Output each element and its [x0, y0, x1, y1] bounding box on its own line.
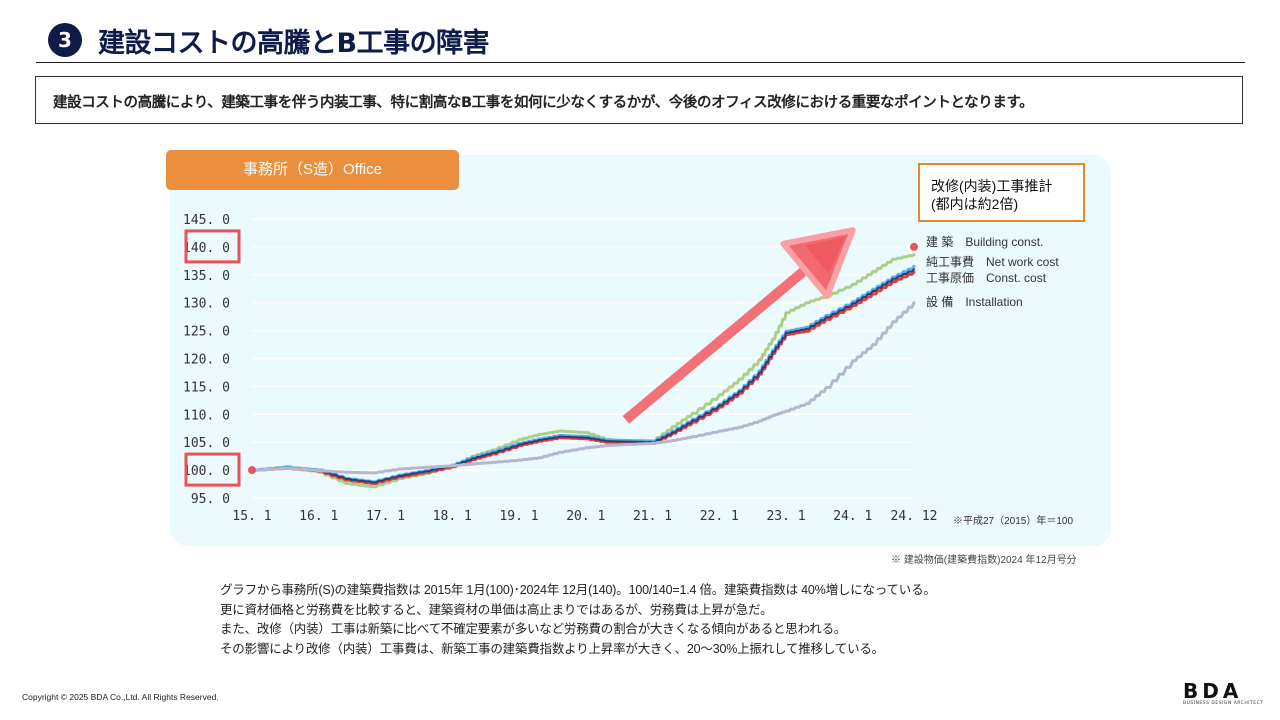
y-tick-highlight: [184, 452, 241, 487]
explanation-line-1: グラフから事務所(S)の建築費指数は 2015年 1月(100)･2024年 1…: [220, 583, 936, 597]
series-line: [250, 270, 916, 485]
x-tick-label: 18. 1: [433, 509, 472, 524]
series-line: [250, 301, 916, 475]
x-tick-label: 16. 1: [299, 509, 338, 524]
base-year-note: ※平成27（2015）年＝100: [953, 516, 1074, 527]
y-tick-label: 125. 0: [183, 325, 230, 340]
x-tick-label: 19. 1: [499, 509, 538, 524]
endpoint-marker: [248, 466, 256, 475]
series-line: [250, 253, 916, 489]
legend-label: 建 築 Building const.: [926, 234, 1043, 249]
y-tick-label: 140. 0: [183, 241, 230, 256]
note-line-2: (都内は約2倍): [931, 196, 1019, 212]
trend-arrow-head-inner: [805, 236, 846, 275]
copyright: Copyright © 2025 BDA Co.,Ltd. All Rights…: [22, 692, 219, 702]
renovation-estimate-note: 改修(内装)工事推計 (都内は約2倍): [918, 163, 1085, 222]
logo-text: BDA: [1183, 679, 1243, 703]
source-note: ※ 建設物価(建築費指数)2024 年12月号分: [891, 555, 1077, 566]
x-tick-label: 17. 1: [366, 509, 405, 524]
x-tick-label: 23. 1: [766, 509, 805, 524]
title-divider: [36, 62, 1245, 63]
explanation-line-3: また、改修（内装）工事は新築に比べて不確定要素が多いなど労務費の割合が大きくなる…: [220, 622, 847, 636]
page-title: 建設コストの高騰とB工事の障害: [98, 28, 490, 59]
explanation-text: グラフから事務所(S)の建築費指数は 2015年 1月(100)･2024年 1…: [220, 581, 936, 659]
x-tick-label: 24. 1: [833, 509, 872, 524]
bda-logo: BDA BUSINESS DESIGN ARCHITECT: [1183, 681, 1263, 713]
y-tick-label: 130. 0: [183, 297, 230, 312]
legend-label: 設 備 Installation: [926, 294, 1023, 309]
series-line: [251, 268, 915, 484]
legend-label: 工事原価 Const. cost: [926, 271, 1047, 285]
chart-title-tab: 事務所（S造）Office: [166, 150, 459, 190]
endpoint-marker: [910, 242, 918, 251]
y-tick-label: 95. 0: [191, 492, 230, 507]
trend-arrow-shaft: [622, 266, 809, 424]
logo-subtext: BUSINESS DESIGN ARCHITECT: [1183, 701, 1264, 706]
x-tick-label: 15. 1: [232, 509, 271, 524]
y-tick-label: 135. 0: [183, 269, 230, 284]
summary-text: 建設コストの高騰により、建築工事を伴う内装工事、特に割高なB工事を如何に少なくす…: [53, 95, 1034, 111]
y-tick-label: 110. 0: [183, 408, 230, 423]
y-tick-label: 105. 0: [183, 436, 230, 451]
y-tick-label: 115. 0: [183, 380, 230, 395]
x-tick-label: 24. 12: [891, 509, 938, 524]
y-tick-label: 100. 0: [183, 464, 230, 479]
summary-box: 建設コストの高騰により、建築工事を伴う内装工事、特に割高なB工事を如何に少なくす…: [35, 76, 1243, 124]
y-tick-label: 120. 0: [183, 353, 230, 368]
legend-label: 純工事費 Net work cost: [926, 254, 1059, 269]
note-line-1: 改修(内装)工事推計: [931, 178, 1053, 194]
x-tick-label: 21. 1: [633, 509, 672, 524]
explanation-line-4: その影響により改修（内装）工事費は、新築工事の建築費指数より上昇率が大きく、20…: [220, 641, 884, 656]
y-tick-highlight: [184, 229, 241, 264]
x-tick-label: 22. 1: [700, 509, 739, 524]
section-number-badge: 3: [48, 23, 82, 57]
y-tick-label: 145. 0: [183, 213, 230, 228]
x-tick-label: 20. 1: [566, 509, 605, 524]
explanation-line-2: 更に資材価格と労務費を比較すると、建築資材の単価は高止まりではあるが、労務費は上…: [220, 602, 773, 617]
